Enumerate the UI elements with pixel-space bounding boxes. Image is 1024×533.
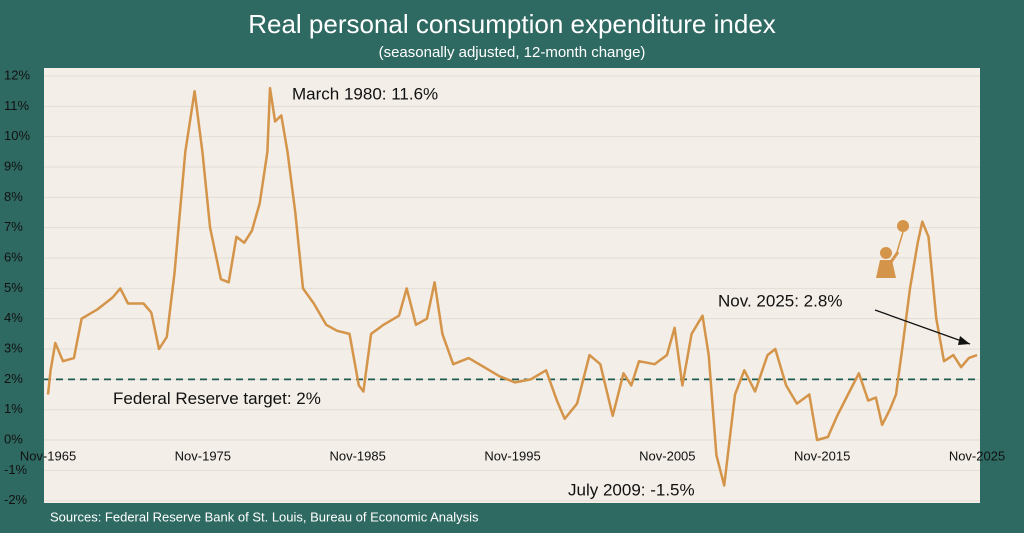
annotation: July 2009: -1.5%: [568, 480, 695, 499]
y-tick-label: 3%: [4, 340, 23, 355]
chart-subtitle: (seasonally adjusted, 12-month change): [379, 44, 646, 61]
x-tick-label: Nov-2025: [949, 448, 1005, 463]
annotation: Nov. 2025: 2.8%: [718, 291, 842, 310]
reference-label: Federal Reserve target: 2%: [113, 389, 321, 408]
x-tick-label: Nov-1995: [484, 448, 540, 463]
plot: -2% -1% 0% 1% 2% 3% 4% 5% 6% 7% 8% 9% 10% 11% 12% Nov-1…: [4, 67, 1005, 507]
x-tick-label: Nov-2015: [794, 448, 850, 463]
y-tick-label: 7%: [4, 219, 23, 234]
y-tick-label: 1%: [4, 401, 23, 416]
y-tick-label: 8%: [4, 189, 23, 204]
plot-area: [44, 68, 980, 503]
y-tick-label: 6%: [4, 249, 23, 264]
x-tick-label: Nov-1965: [20, 448, 76, 463]
y-tick-label: 4%: [4, 310, 23, 325]
arrow-head: [958, 336, 970, 345]
y-tick-label: 9%: [4, 158, 23, 173]
annotation: March 1980: 11.6%: [292, 84, 438, 103]
x-tick-label: Nov-2005: [639, 448, 695, 463]
data-line: [46, 86, 978, 487]
y-tick-label: 10%: [4, 128, 30, 143]
y-tick-label: 5%: [4, 280, 23, 295]
y-tick-label: 2%: [4, 371, 23, 386]
y-tick-label: -2%: [4, 492, 28, 507]
chart-title: Real personal consumption expenditure in…: [248, 9, 776, 39]
y-tick-label: 0%: [4, 431, 23, 446]
x-tick-label: Nov-1975: [175, 448, 231, 463]
y-tick-label: -1%: [4, 462, 28, 477]
x-tick-label: Nov-1985: [329, 448, 385, 463]
arrow: [874, 309, 971, 345]
y-tick-label: 11%: [4, 98, 29, 113]
y-tick-label: 12%: [4, 67, 30, 82]
icon: [876, 220, 909, 278]
source: Sources: Federal Reserve Bank of St. Lou…: [50, 509, 479, 524]
